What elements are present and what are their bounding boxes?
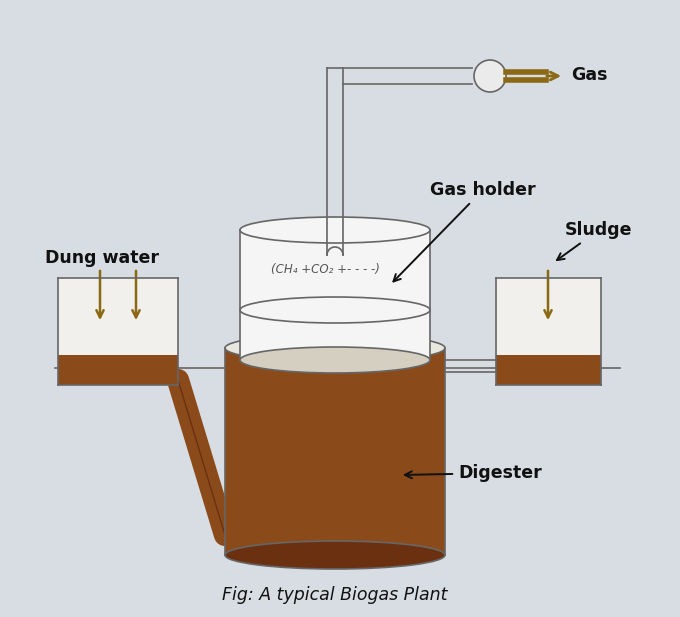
Ellipse shape [240,217,430,243]
Text: (CH₄ +CO₂ +- - - -): (CH₄ +CO₂ +- - - -) [271,263,379,276]
Bar [496,278,600,385]
Text: Gas holder: Gas holder [394,181,536,281]
Text: Fig: A typical Biogas Plant: Fig: A typical Biogas Plant [222,586,447,604]
Text: Sludge: Sludge [557,221,632,260]
Ellipse shape [225,334,445,362]
Ellipse shape [240,347,430,373]
Text: Dung water: Dung water [45,249,159,267]
Bar [240,230,430,360]
Text: Gas: Gas [571,66,607,84]
Circle shape [474,60,506,92]
Text: Digester: Digester [405,464,542,482]
Bar [58,278,178,385]
Bar [58,355,178,385]
Bar [225,348,445,555]
Bar [496,355,600,385]
Ellipse shape [225,541,445,569]
